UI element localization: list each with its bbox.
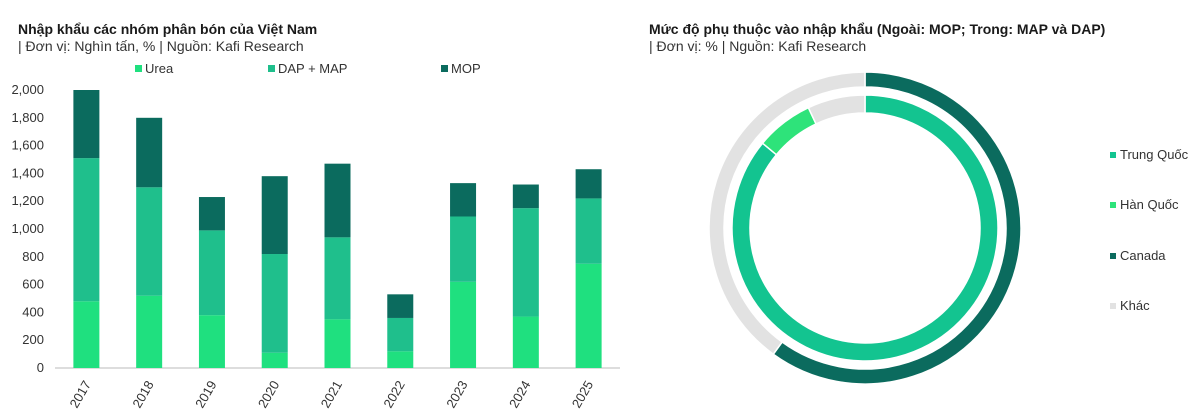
bar-dap-map-2018 — [136, 187, 163, 296]
inner-ring-slice-khac — [807, 94, 866, 125]
legend-label-dap-map: DAP + MAP — [278, 61, 347, 76]
bar-mop-2024 — [512, 184, 539, 209]
x-tick-label: 2018 — [129, 378, 156, 411]
bar-mop-2018 — [136, 117, 163, 188]
outer-ring-slice-khac — [708, 71, 866, 356]
legend-swatch-urea — [135, 65, 142, 72]
x-tick-label: 2025 — [569, 378, 596, 411]
legend-swatch-canada — [1110, 253, 1116, 259]
bar-dap-map-2023 — [450, 216, 477, 282]
bar-mop-2019 — [198, 197, 225, 231]
x-tick-label: 2021 — [318, 378, 345, 411]
bar-dap-map-2019 — [198, 230, 225, 316]
y-tick-label: 2,000 — [11, 82, 44, 97]
x-tick-label: 2023 — [443, 378, 470, 411]
legend-swatch-khac — [1110, 303, 1116, 309]
x-tick-label: 2017 — [67, 378, 94, 411]
bar-dap-map-2017 — [73, 158, 100, 302]
bar-urea-2021 — [324, 319, 351, 368]
bar-mop-2020 — [261, 176, 288, 255]
bar-urea-2019 — [198, 315, 225, 368]
legend-swatch-trung-quoc — [1110, 152, 1116, 158]
legend-swatch-han-quoc — [1110, 202, 1116, 208]
legend-label-urea: Urea — [145, 61, 174, 76]
bar-urea-2024 — [512, 316, 539, 368]
legend-label-trung-quoc: Trung Quốc — [1120, 147, 1189, 162]
y-tick-label: 1,200 — [11, 193, 44, 208]
legend-label-mop: MOP — [451, 61, 481, 76]
bar-urea-2018 — [136, 295, 163, 368]
stacked-bar-chart: 0 200 400 600 800 1,000 1,200 1,400 1,600 1,800 2,… — [11, 61, 620, 411]
bar-urea-2023 — [450, 281, 477, 368]
y-tick-label: 800 — [22, 249, 44, 264]
legend-swatch-dap-map — [268, 65, 275, 72]
bar-chart-subtitle: | Đơn vị: Nghìn tấn, % | Nguồn: Kafi Res… — [18, 38, 304, 54]
inner-ring-slice-trung-quoc — [731, 94, 999, 362]
y-tick-label: 200 — [22, 332, 44, 347]
bar-mop-2021 — [324, 163, 351, 238]
x-tick-label: 2020 — [255, 378, 282, 411]
bar-urea-2020 — [261, 352, 288, 368]
x-tick-label: 2019 — [192, 378, 219, 411]
bar-mop-2023 — [450, 183, 477, 217]
legend-label-canada: Canada — [1120, 248, 1166, 263]
bar-dap-map-2022 — [387, 317, 414, 352]
bar-mop-2025 — [575, 169, 602, 199]
bar-mop-2022 — [387, 294, 414, 318]
bar-chart-title: Nhập khẩu các nhóm phân bón của Việt Nam — [18, 21, 318, 37]
bar-dap-map-2024 — [512, 208, 539, 317]
y-tick-label: 600 — [22, 277, 44, 292]
y-tick-label: 0 — [37, 360, 44, 375]
bar-dap-map-2025 — [575, 198, 602, 264]
legend-label-han-quoc: Hàn Quốc — [1120, 197, 1179, 212]
legend-swatch-mop — [441, 65, 448, 72]
bar-urea-2022 — [387, 351, 414, 368]
bar-urea-2017 — [73, 301, 100, 368]
donut-chart-subtitle: | Đơn vị: % | Nguồn: Kafi Research — [649, 38, 867, 54]
y-tick-label: 1,400 — [11, 165, 44, 180]
left-chart-panel: Nhập khẩu các nhóm phân bón của Việt Nam… — [11, 21, 620, 411]
bar-dap-map-2020 — [261, 254, 288, 353]
legend-label-khac: Khác — [1120, 298, 1150, 313]
y-tick-label: 1,000 — [11, 221, 44, 236]
bar-mop-2017 — [73, 90, 100, 159]
y-tick-label: 1,600 — [11, 138, 44, 153]
x-tick-label: 2022 — [380, 378, 407, 411]
y-tick-label: 1,800 — [11, 110, 44, 125]
y-tick-label: 400 — [22, 304, 44, 319]
right-chart-panel: Mức độ phụ thuộc vào nhập khẩu (Ngoài: M… — [640, 0, 1200, 420]
double-donut-chart: Trung Quốc Hàn Quốc Canada Khác — [708, 71, 1189, 385]
bar-urea-2025 — [575, 263, 602, 368]
x-tick-label: 2024 — [506, 378, 533, 411]
bar-dap-map-2021 — [324, 237, 351, 320]
donut-chart-title: Mức độ phụ thuộc vào nhập khẩu (Ngoài: M… — [649, 21, 1106, 37]
